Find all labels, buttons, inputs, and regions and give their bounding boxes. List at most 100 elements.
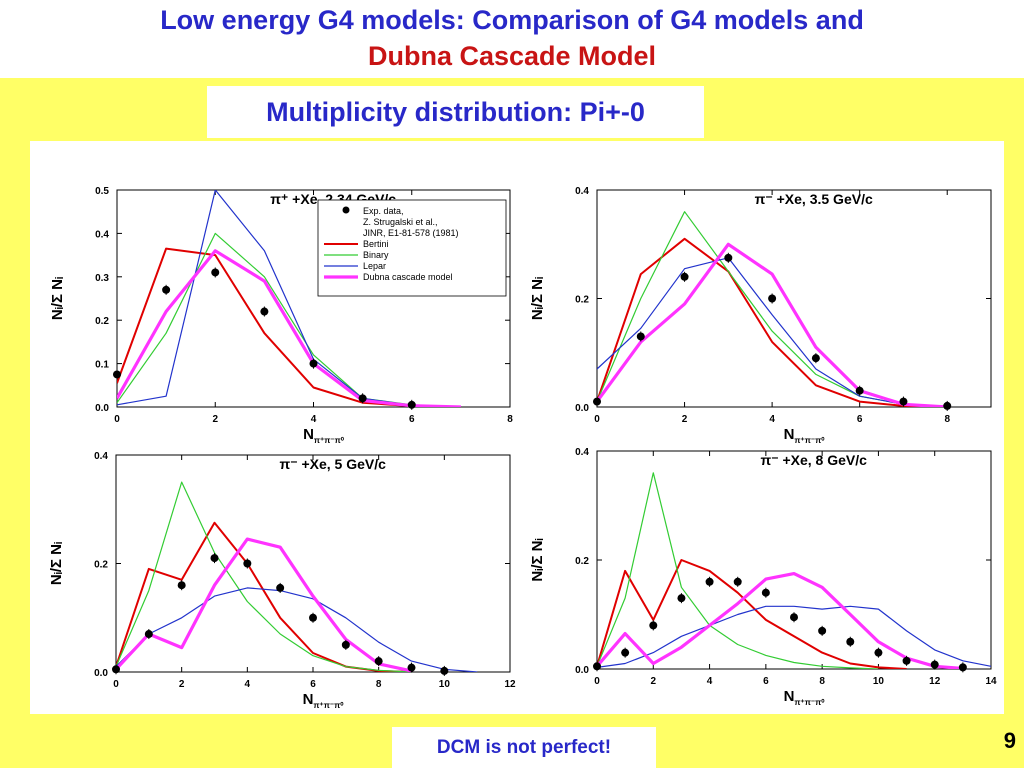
series-line-bertini: [597, 237, 948, 407]
series-group: [117, 190, 461, 407]
x-tick-label: 10: [873, 676, 885, 687]
y-axis-label: Nᵢ/Σ Nᵢ: [48, 542, 65, 585]
x-tick-label: 6: [409, 414, 415, 425]
exp-data-point: [358, 394, 367, 403]
series-line-dubna: [117, 249, 461, 407]
x-axis-label: Nπ⁺π⁻π⁰: [784, 426, 826, 445]
y-tick-label: 0.4: [95, 229, 109, 240]
figure-panel: 0.0 0.1 0.2 0.3 0.4 0.5 0 2 4 6 8 Nπ⁺π⁻π⁰ Nᵢ/Σ Nᵢ π⁺ …: [30, 141, 1004, 714]
exp-data-point: [790, 613, 798, 622]
x-tick-label: 8: [819, 676, 825, 687]
footer-note: DCM is not perfect!: [392, 727, 656, 768]
exp-data-point: [407, 663, 416, 672]
x-tick-label: 2: [212, 414, 218, 425]
x-tick-label: 8: [507, 414, 513, 425]
plot-frame: [115, 454, 511, 673]
exp-data-point: [243, 559, 252, 568]
exp-data-point: [309, 359, 318, 368]
legend-label-lepar: Lepar: [363, 261, 386, 271]
exp-data-point: [407, 400, 416, 409]
chart-title: π⁻ +Xe, 3.5 GeV/c: [755, 191, 873, 207]
x-tick-label: 2: [651, 676, 657, 687]
y-tick-label: 0.2: [95, 316, 109, 327]
x-tick-label: 10: [439, 679, 451, 690]
y-tick-label: 0.4: [575, 447, 589, 458]
x-tick-label: 2: [179, 679, 185, 690]
exp-data-point: [958, 663, 967, 672]
exp-data-point: [818, 626, 827, 635]
y-tick-label: 0.0: [95, 403, 109, 414]
series-group: [116, 481, 478, 672]
exp-data-point: [761, 588, 770, 597]
x-tick-label: 6: [310, 679, 316, 690]
legend-label-dubna: Dubna cascade model: [363, 272, 453, 282]
x-tick-label: 4: [311, 414, 317, 425]
series-line-lepar: [597, 605, 991, 668]
legend-label-exp: Exp. data,: [363, 206, 404, 216]
slide-title-line2: Dubna Cascade Model: [367, 41, 657, 71]
exp-data-point: [260, 307, 269, 316]
x-tick-label: 6: [763, 676, 769, 687]
exp-data-point: [341, 640, 350, 649]
x-tick-label: 8: [944, 414, 950, 425]
exp-data-point: [705, 577, 714, 586]
exp-data-point: [677, 594, 686, 603]
x-tick-label: 4: [769, 414, 775, 425]
exp-data-point: [636, 332, 645, 341]
y-tick-label: 0.4: [575, 186, 589, 197]
legend-frame: [317, 199, 507, 297]
y-axis-label: Nᵢ/Σ Nᵢ: [529, 277, 546, 320]
y-tick-label: 0.2: [94, 560, 108, 571]
legend-label-binary: Binary: [363, 250, 389, 260]
series-line-binary: [597, 472, 879, 669]
exp-data-point: [768, 294, 777, 303]
page-number: 9: [1003, 728, 1016, 753]
x-tick-label: 0: [114, 414, 120, 425]
y-axis-label: Nᵢ/Σ Nᵢ: [49, 277, 66, 320]
x-tick-label: 2: [682, 414, 688, 425]
exp-data-point: [811, 354, 820, 363]
exp-data-point: [113, 370, 121, 379]
y-tick-label: 0.2: [575, 295, 589, 306]
y-tick-label: 0.3: [95, 273, 109, 284]
legend-label-bertini: Bertini: [363, 239, 389, 249]
exp-data-point: [733, 577, 742, 586]
exp-data-point: [902, 656, 911, 665]
series-line-dubna: [597, 572, 964, 669]
x-tick-label: 0: [113, 679, 119, 690]
series-group: [597, 472, 991, 669]
x-axis-label: Nπ⁺π⁻π⁰: [303, 691, 345, 710]
exp-data-point: [162, 285, 171, 294]
series-line-lepar: [116, 587, 478, 672]
y-tick-label: 0.5: [95, 186, 109, 197]
x-tick-label: 4: [245, 679, 251, 690]
x-tick-label: 0: [594, 414, 600, 425]
x-tick-label: 14: [985, 676, 997, 687]
chart-3: 0.0 0.2 0.4 0 2 4 6 8 10 12 Nπ⁺π⁻π⁰ Nᵢ/Σ Nᵢ π⁻ +Xe, …: [48, 451, 516, 710]
exp-data-point: [649, 621, 658, 630]
series-line-bertini: [597, 559, 907, 669]
slide-title-line1: Low energy G4 models: Comparison of G4 m…: [160, 5, 864, 35]
chart-2: 0.0 0.2 0.4 0 2 4 6 8 Nπ⁺π⁻π⁰ Nᵢ/Σ Nᵢ π⁻ +Xe, 3.5 …: [529, 186, 992, 445]
exp-data-point: [930, 660, 939, 669]
exp-data-point: [309, 613, 317, 622]
exp-data-point: [276, 583, 285, 592]
series-line-bertini: [116, 521, 412, 672]
exp-data-point: [724, 253, 733, 262]
series-line-lepar: [597, 257, 948, 407]
y-tick-label: 0.1: [95, 360, 109, 371]
chart-title: π⁻ +Xe, 5 GeV/c: [279, 456, 386, 472]
chart-4: 0.0 0.2 0.4 0 2 4 6 8 10 12 14 Nπ⁺π⁻π⁰ Nᵢ/Σ Nᵢ π⁻ +Xe…: [529, 447, 997, 707]
slide-subtitle: Multiplicity distribution: Pi+-0: [207, 86, 704, 138]
y-tick-label: 0.0: [575, 403, 589, 414]
chart-title: π⁻ +Xe, 8 GeV/c: [760, 452, 867, 468]
exp-data-point: [621, 648, 630, 657]
legend-exp-marker: [342, 206, 350, 214]
exp-data-point: [144, 630, 153, 639]
y-tick-label: 0.4: [94, 451, 108, 462]
x-axis-label: Nπ⁺π⁻π⁰: [784, 688, 826, 707]
exp-data-point: [855, 386, 864, 395]
y-tick-label: 0.0: [575, 665, 589, 676]
